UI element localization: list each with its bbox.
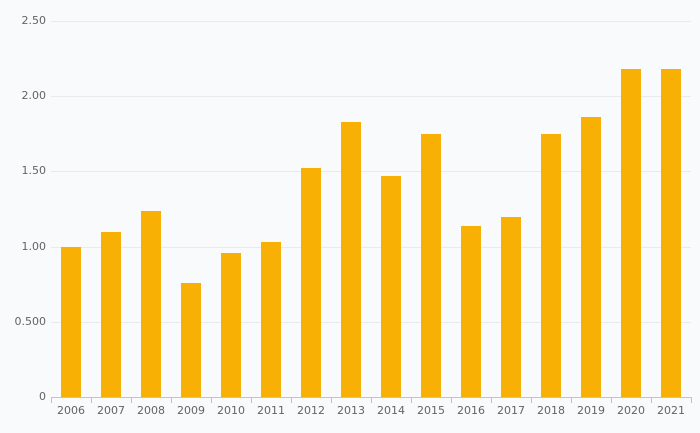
x-axis-tick — [291, 397, 292, 403]
bar[interactable] — [381, 176, 401, 397]
x-tick-label: 2011 — [257, 404, 285, 417]
bar[interactable] — [541, 134, 561, 397]
x-tick-label: 2015 — [417, 404, 445, 417]
x-axis-tick — [371, 397, 372, 403]
bar[interactable] — [661, 69, 681, 397]
bar[interactable] — [101, 232, 121, 397]
x-axis-tick — [491, 397, 492, 403]
x-axis-tick — [251, 397, 252, 403]
gridline — [51, 21, 691, 22]
bar[interactable] — [301, 168, 321, 397]
x-axis-tick — [451, 397, 452, 403]
x-tick-label: 2008 — [137, 404, 165, 417]
x-axis-tick — [651, 397, 652, 403]
y-tick-label: 2.00 — [21, 89, 47, 102]
x-tick-label: 2017 — [497, 404, 525, 417]
bar[interactable] — [221, 253, 241, 397]
x-axis-tick — [331, 397, 332, 403]
gridline — [51, 96, 691, 97]
x-axis-tick — [51, 397, 52, 403]
x-axis-tick — [691, 397, 692, 403]
x-axis-tick — [531, 397, 532, 403]
x-tick-label: 2010 — [217, 404, 245, 417]
bar[interactable] — [61, 247, 81, 397]
bar[interactable] — [341, 122, 361, 397]
x-axis-tick — [171, 397, 172, 403]
x-tick-label: 2006 — [57, 404, 85, 417]
x-tick-label: 2012 — [297, 404, 325, 417]
x-axis-tick — [611, 397, 612, 403]
y-tick-label: 2.50 — [21, 14, 47, 27]
x-tick-label: 2020 — [617, 404, 645, 417]
y-tick-label: 1.50 — [21, 164, 47, 177]
gridline — [51, 171, 691, 172]
bar[interactable] — [261, 242, 281, 397]
x-axis-tick — [411, 397, 412, 403]
gridline — [51, 247, 691, 248]
x-axis-tick — [91, 397, 92, 403]
gridline — [51, 322, 691, 323]
bar[interactable] — [421, 134, 441, 397]
bar[interactable] — [141, 211, 161, 397]
x-tick-label: 2013 — [337, 404, 365, 417]
y-tick-label: 0 — [39, 390, 46, 403]
x-tick-label: 2021 — [657, 404, 685, 417]
x-tick-label: 2007 — [97, 404, 125, 417]
x-tick-label: 2014 — [377, 404, 405, 417]
x-tick-label: 2009 — [177, 404, 205, 417]
x-axis-tick — [211, 397, 212, 403]
y-tick-label: 0.500 — [14, 315, 47, 328]
bar[interactable] — [581, 117, 601, 397]
x-tick-label: 2016 — [457, 404, 485, 417]
y-tick-label: 1.00 — [21, 240, 47, 253]
x-axis-tick — [131, 397, 132, 403]
x-tick-label: 2019 — [577, 404, 605, 417]
bar[interactable] — [181, 283, 201, 397]
x-axis-tick — [571, 397, 572, 403]
bar[interactable] — [501, 217, 521, 397]
x-tick-label: 2018 — [537, 404, 565, 417]
bar[interactable] — [621, 69, 641, 397]
bar[interactable] — [461, 226, 481, 397]
